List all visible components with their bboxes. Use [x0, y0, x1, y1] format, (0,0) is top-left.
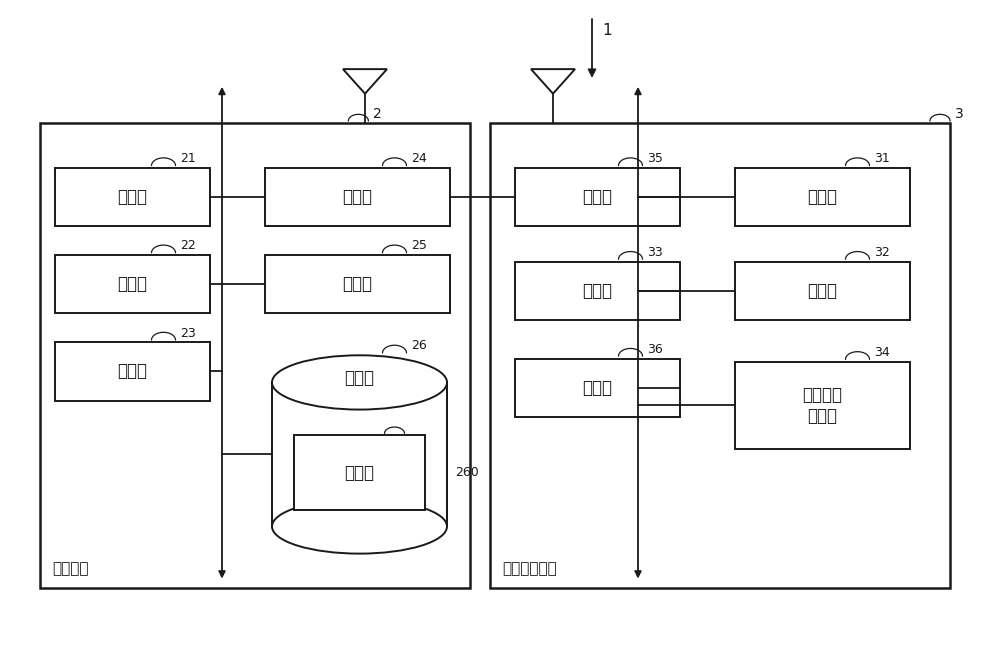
Bar — [735, 262, 910, 320]
Text: 34: 34 — [874, 346, 890, 359]
Text: 32: 32 — [874, 246, 890, 259]
Bar — [40, 123, 470, 588]
Text: 控制部: 控制部 — [808, 188, 838, 206]
Ellipse shape — [272, 355, 447, 410]
Bar — [735, 362, 910, 449]
Text: 自动翻页装置: 自动翻页装置 — [502, 561, 557, 576]
Text: 存储部: 存储部 — [808, 282, 838, 300]
Text: 1: 1 — [602, 23, 612, 37]
Text: 电源部: 电源部 — [582, 379, 612, 397]
Text: 平板电脑: 平板电脑 — [52, 561, 88, 576]
Text: 23: 23 — [181, 327, 196, 340]
Text: 31: 31 — [874, 152, 890, 165]
Text: 24: 24 — [412, 152, 427, 165]
Text: 操作部: 操作部 — [118, 275, 148, 293]
Text: 马达驱动
电路部: 马达驱动 电路部 — [802, 386, 842, 425]
Bar — [55, 255, 210, 313]
Text: 3: 3 — [955, 107, 964, 121]
Bar — [294, 435, 425, 510]
Text: 33: 33 — [648, 246, 663, 259]
Bar — [272, 382, 447, 526]
Text: 管理表: 管理表 — [345, 464, 375, 482]
Bar — [735, 168, 910, 226]
Text: 260: 260 — [455, 466, 479, 479]
Polygon shape — [531, 69, 575, 94]
Text: 36: 36 — [648, 343, 663, 356]
Bar — [265, 168, 450, 226]
Text: 操作部: 操作部 — [582, 282, 612, 300]
Text: 显示部: 显示部 — [118, 362, 148, 380]
Bar — [515, 168, 680, 226]
Text: 35: 35 — [648, 152, 663, 165]
Text: 22: 22 — [181, 240, 196, 253]
Text: 控制部: 控制部 — [343, 275, 373, 293]
Bar — [490, 123, 950, 588]
Bar — [55, 168, 210, 226]
Bar — [265, 255, 450, 313]
Text: 21: 21 — [181, 152, 196, 165]
Text: 2: 2 — [373, 107, 382, 121]
Polygon shape — [343, 69, 387, 94]
Bar — [55, 342, 210, 401]
Bar — [515, 262, 680, 320]
Ellipse shape — [272, 499, 447, 554]
Text: 存储部: 存储部 — [345, 370, 375, 388]
Text: 25: 25 — [412, 240, 427, 253]
Text: 通信部: 通信部 — [582, 188, 612, 206]
Bar — [515, 359, 680, 417]
Text: 摄像部: 摄像部 — [118, 188, 148, 206]
Text: 通信部: 通信部 — [343, 188, 373, 206]
Text: 26: 26 — [412, 340, 427, 353]
